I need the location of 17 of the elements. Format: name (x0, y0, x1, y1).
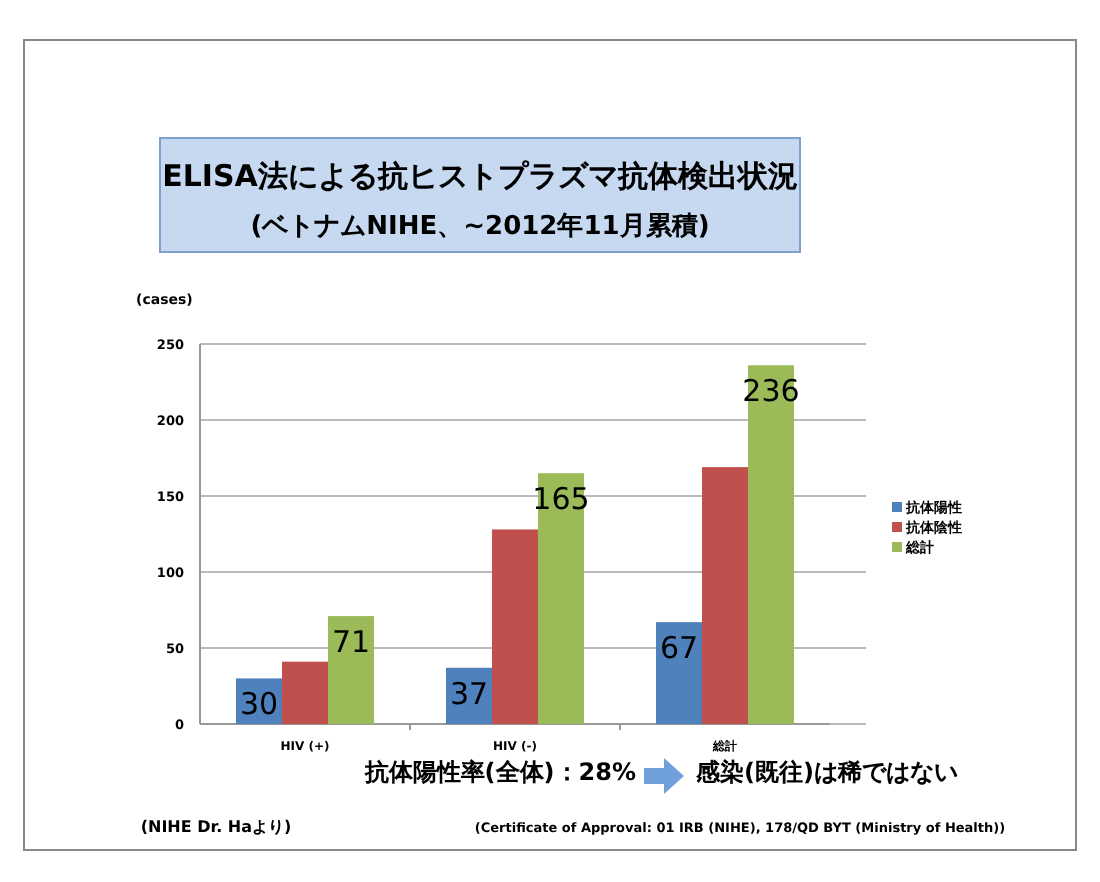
text: 感染(既往)は稀ではない (694, 758, 958, 786)
data-label: 67 (659, 630, 699, 667)
bar (492, 529, 538, 724)
data-label: 37 (449, 675, 489, 712)
bar (656, 622, 702, 724)
data-label: 165 (532, 481, 590, 518)
bar (538, 473, 584, 724)
data-label: 30 (239, 686, 279, 723)
chart-title: ELISA法による抗ヒストプラズマ抗体検出状況 (162, 158, 798, 194)
text: (NIHE Dr. Haより) (140, 818, 292, 836)
chart-subtitle: (ベトナムNIHE、~2012年11月累積) (250, 212, 710, 242)
text: 抗体陽性率(全体)：28% (362, 758, 636, 786)
bar (702, 467, 748, 724)
bar (282, 661, 328, 724)
bar (748, 365, 794, 724)
bar (328, 616, 374, 724)
data-label: 71 (331, 624, 371, 661)
